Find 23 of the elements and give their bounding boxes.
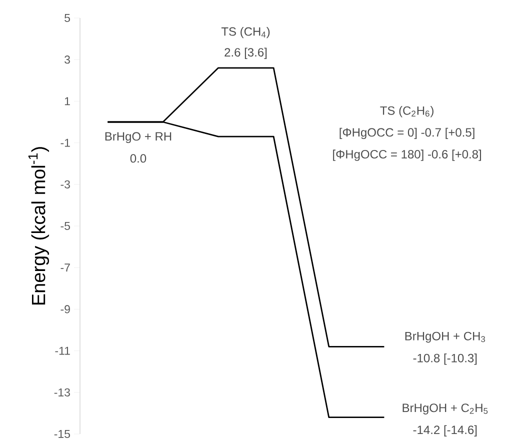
text: -14.2 [-14.6]	[413, 425, 477, 436]
y-axis-title: Energy (kcal mol$^{-1}$)	[28, 147, 50, 305]
y-tick-label: -5	[60, 222, 70, 230]
y-tick-label: -1	[60, 138, 70, 147]
y-tick-label: 3	[64, 56, 70, 64]
y-tick-label: -7	[60, 264, 70, 272]
y-tick-label: -13	[54, 388, 70, 396]
y-tick-label: 1	[64, 97, 70, 106]
annotation: [ΦHgOCC = 180] -0.6 [+0.8]	[333, 150, 482, 161]
annotation: 0.0	[130, 154, 146, 163]
y-tick-label: -3	[60, 180, 70, 188]
y-tick-label: 5	[64, 14, 70, 22]
y-tick-label: -15	[54, 430, 70, 438]
annotation: TS (C$_{2}$H$_{6}$)	[380, 106, 434, 118]
annotation: 2.6 [3.6]	[224, 48, 267, 59]
annotation: TS (CH$_{4}$)	[221, 26, 270, 38]
y-tick-label: -9	[60, 305, 70, 314]
annotation: BrHgO + RH	[105, 132, 172, 144]
annotation: BrHgOH + C$_{2}$H$_{5}$	[402, 404, 488, 414]
y-tick-label: -11	[55, 346, 70, 355]
annotation: BrHgOH + CH$_{3}$	[405, 332, 486, 343]
annotation: [ΦHgOCC = 0] -0.7 [+0.5]	[340, 128, 474, 140]
text: -10.8 [-10.3]	[413, 354, 477, 365]
